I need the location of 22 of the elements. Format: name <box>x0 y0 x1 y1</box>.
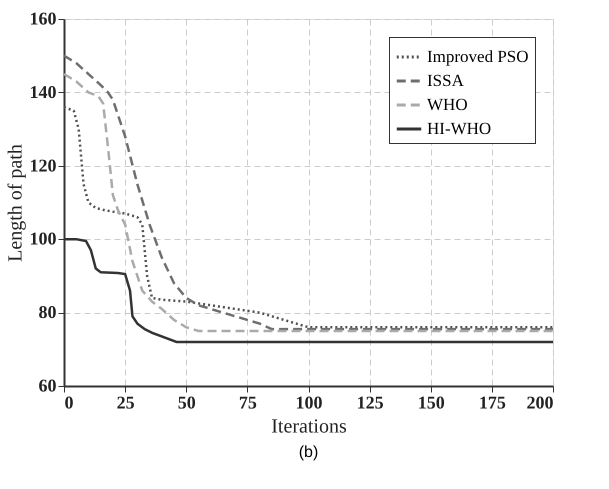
x-tick-label: 25 <box>116 392 135 412</box>
y-tick-label: 120 <box>30 155 56 176</box>
y-tick-label: 100 <box>30 228 56 249</box>
legend-label: Improved PSO <box>427 47 529 66</box>
x-tick-label: 50 <box>178 392 196 412</box>
y-tick-label: 140 <box>30 82 56 102</box>
y-tick-label: 160 <box>30 8 56 28</box>
x-tick-label: 100 <box>296 392 322 412</box>
legend-label: HI-WHO <box>427 119 492 138</box>
legend-label: ISSA <box>427 71 465 90</box>
x-tick-label: 75 <box>238 392 257 412</box>
y-axis-title: Length of path <box>4 144 26 262</box>
x-tick-label: 0 <box>64 392 74 412</box>
x-tick-label: 125 <box>356 392 384 412</box>
x-axis-title: Iterations <box>271 416 347 438</box>
text: (b) <box>298 444 318 461</box>
x-tick-label: 150 <box>418 392 445 412</box>
y-tick-label: 80 <box>38 302 56 322</box>
legend-label: WHO <box>427 95 468 114</box>
x-tick-label: 200 <box>526 392 554 412</box>
x-tick-label: 175 <box>478 392 506 412</box>
y-tick-label: 60 <box>38 376 56 396</box>
